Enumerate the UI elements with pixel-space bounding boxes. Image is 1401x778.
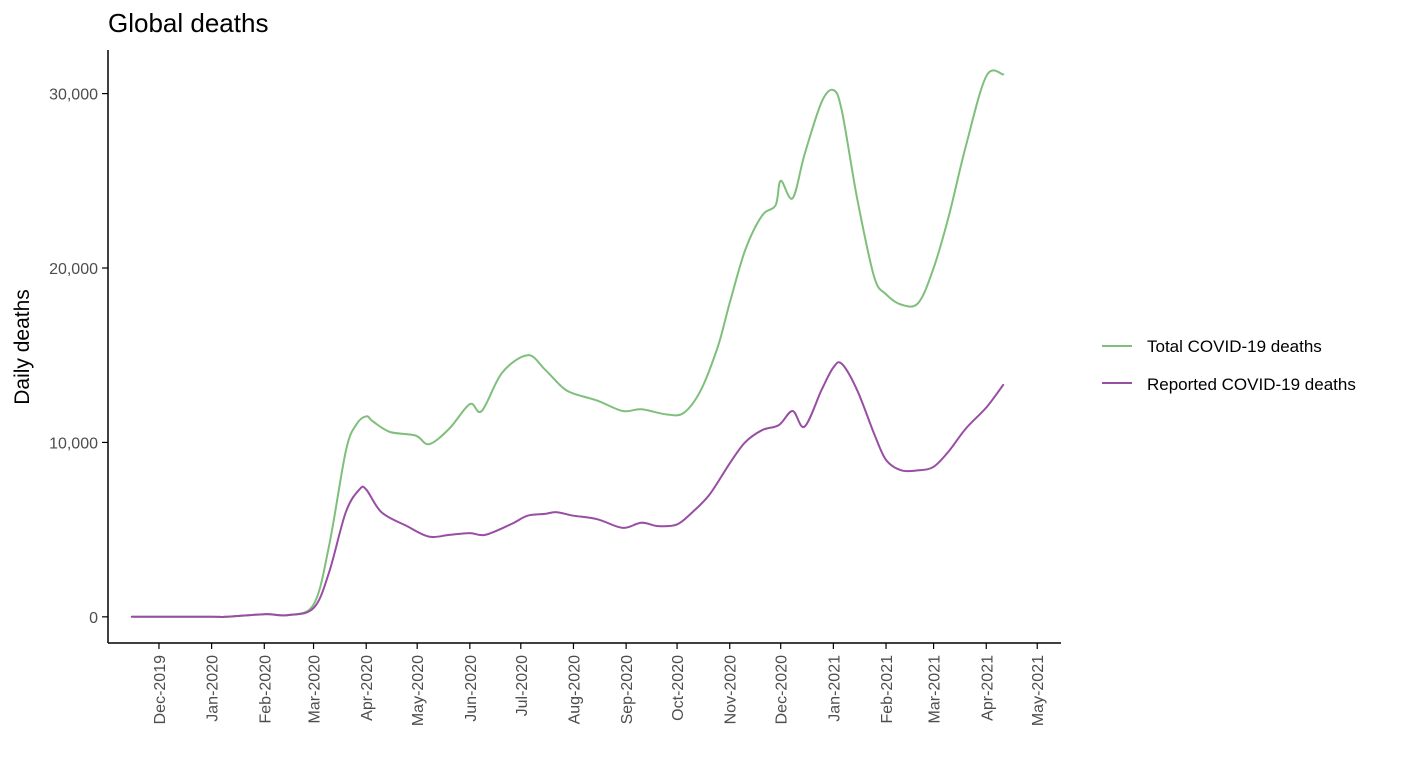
x-tick-label: Mar-2021 [927, 655, 944, 724]
x-tick-label: Feb-2021 [879, 655, 896, 724]
y-tick-label: 30,000 [49, 87, 98, 104]
x-tick-label: Sep-2020 [619, 655, 636, 724]
plot-area: 0 10,000 20,000 30,000 Dec-2019 Jan-2020 Feb-… [49, 50, 1061, 726]
y-tick-label: 20,000 [49, 261, 98, 278]
x-tick-label: May-2020 [410, 655, 427, 726]
chart-title: Global deaths [108, 8, 268, 38]
series-line-reported [130, 361, 1005, 619]
legend-label-reported: Reported COVID-19 deaths [1147, 375, 1356, 394]
x-tick-label: Nov-2020 [723, 655, 740, 724]
series-line-total [130, 69, 1005, 619]
y-tick-label: 0 [89, 610, 98, 627]
x-tick-label: Apr-2021 [979, 655, 996, 721]
legend-label-total: Total COVID-19 deaths [1147, 337, 1322, 356]
x-tick-label: Oct-2020 [670, 655, 687, 721]
x-tick-label: May-2021 [1030, 655, 1047, 726]
x-tick-label: Jul-2020 [514, 655, 531, 716]
y-axis-ticks: 0 10,000 20,000 30,000 [49, 87, 108, 627]
x-tick-label: Dec-2019 [152, 655, 169, 724]
y-tick-label: 10,000 [49, 435, 98, 452]
y-axis-label: Daily deaths [11, 289, 34, 405]
x-tick-label: Jan-2021 [826, 655, 843, 722]
series-lines [130, 69, 1005, 619]
x-tick-label: Jan-2020 [205, 655, 222, 722]
x-tick-label: Feb-2020 [257, 655, 274, 724]
x-axis-ticks: Dec-2019 Jan-2020 Feb-2020 Mar-2020 Apr-2020… [152, 643, 1047, 726]
x-tick-label: Jun-2020 [463, 655, 480, 722]
x-tick-label: Aug-2020 [566, 655, 583, 724]
x-tick-label: Dec-2020 [774, 655, 791, 724]
legend: Total COVID-19 deaths Reported COVID-19 … [1102, 337, 1356, 394]
x-tick-label: Mar-2020 [307, 655, 324, 724]
x-tick-label: Apr-2020 [359, 655, 376, 721]
